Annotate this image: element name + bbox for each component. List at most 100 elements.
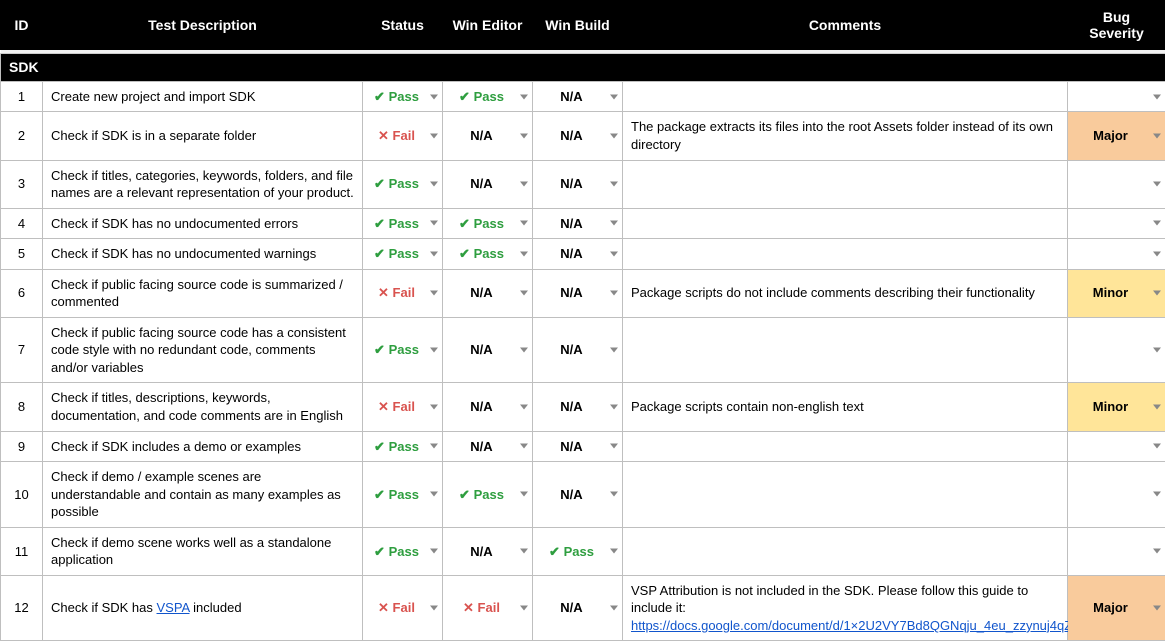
chevron-down-icon[interactable] [520,221,528,226]
chevron-down-icon[interactable] [430,251,438,256]
chevron-down-icon[interactable] [430,182,438,187]
severity-cell[interactable] [1068,462,1165,528]
status-cell[interactable]: ✕ Fail [363,269,443,317]
chevron-down-icon[interactable] [610,133,618,138]
chevron-down-icon[interactable] [610,94,618,99]
status-cell[interactable]: ✔ Pass [363,208,443,239]
chevron-down-icon[interactable] [1153,94,1161,99]
severity-cell[interactable]: Minor [1068,383,1165,431]
chevron-down-icon[interactable] [610,348,618,353]
severity-cell[interactable] [1068,81,1165,112]
severity-cell[interactable] [1068,160,1165,208]
severity-cell[interactable] [1068,317,1165,383]
chevron-down-icon[interactable] [520,405,528,410]
chevron-down-icon[interactable] [610,444,618,449]
win-editor-cell[interactable]: N/A [443,383,533,431]
win-build-cell[interactable]: N/A [533,239,623,270]
win-build-cell[interactable]: N/A [533,317,623,383]
status-cell[interactable]: ✔ Pass [363,81,443,112]
severity-cell[interactable] [1068,527,1165,575]
win-build-cell[interactable]: N/A [533,269,623,317]
win-build-cell[interactable]: N/A [533,160,623,208]
chevron-down-icon[interactable] [610,492,618,497]
chevron-down-icon[interactable] [430,444,438,449]
win-build-cell[interactable]: N/A [533,575,623,641]
win-editor-cell[interactable]: ✔ Pass [443,208,533,239]
chevron-down-icon[interactable] [1153,291,1161,296]
chevron-down-icon[interactable] [520,606,528,611]
chevron-down-icon[interactable] [610,221,618,226]
chevron-down-icon[interactable] [610,291,618,296]
chevron-down-icon[interactable] [1153,348,1161,353]
win-build-cell[interactable]: N/A [533,383,623,431]
chevron-down-icon[interactable] [430,94,438,99]
win-editor-cell[interactable]: N/A [443,269,533,317]
win-editor-cell[interactable]: N/A [443,112,533,160]
chevron-down-icon[interactable] [520,182,528,187]
chevron-down-icon[interactable] [430,348,438,353]
chevron-down-icon[interactable] [1153,492,1161,497]
status-cell[interactable]: ✕ Fail [363,112,443,160]
chevron-down-icon[interactable] [430,291,438,296]
severity-cell[interactable]: Major [1068,112,1165,160]
chevron-down-icon[interactable] [1153,221,1161,226]
chevron-down-icon[interactable] [520,251,528,256]
chevron-down-icon[interactable] [610,251,618,256]
win-build-cell[interactable]: N/A [533,81,623,112]
win-editor-cell[interactable]: ✔ Pass [443,81,533,112]
chevron-down-icon[interactable] [610,549,618,554]
chevron-down-icon[interactable] [520,492,528,497]
chevron-down-icon[interactable] [1153,251,1161,256]
chevron-down-icon[interactable] [520,444,528,449]
win-editor-cell[interactable]: ✕ Fail [443,575,533,641]
status-cell[interactable]: ✕ Fail [363,575,443,641]
chevron-down-icon[interactable] [1153,405,1161,410]
comments-cell [623,208,1068,239]
status-cell[interactable]: ✕ Fail [363,383,443,431]
win-build-cell[interactable]: N/A [533,462,623,528]
severity-cell[interactable]: Minor [1068,269,1165,317]
description-cell: Check if SDK has no undocumented warning… [43,239,363,270]
chevron-down-icon[interactable] [1153,549,1161,554]
status-cell[interactable]: ✔ Pass [363,160,443,208]
win-editor-cell[interactable]: N/A [443,431,533,462]
win-build-cell[interactable]: N/A [533,112,623,160]
status-cell[interactable]: ✔ Pass [363,317,443,383]
severity-cell[interactable] [1068,431,1165,462]
chevron-down-icon[interactable] [610,606,618,611]
win-editor-cell[interactable]: ✔ Pass [443,462,533,528]
desc-link[interactable]: VSPA [157,600,190,615]
chevron-down-icon[interactable] [520,133,528,138]
chevron-down-icon[interactable] [430,606,438,611]
win-build-cell[interactable]: N/A [533,208,623,239]
severity-cell[interactable] [1068,208,1165,239]
win-editor-cell[interactable]: N/A [443,317,533,383]
chevron-down-icon[interactable] [430,492,438,497]
status-cell[interactable]: ✔ Pass [363,527,443,575]
severity-cell[interactable] [1068,239,1165,270]
win-build-cell[interactable]: ✔ Pass [533,527,623,575]
chevron-down-icon[interactable] [520,291,528,296]
chevron-down-icon[interactable] [1153,182,1161,187]
win-editor-cell[interactable]: N/A [443,160,533,208]
chevron-down-icon[interactable] [430,221,438,226]
chevron-down-icon[interactable] [430,549,438,554]
chevron-down-icon[interactable] [520,348,528,353]
win-editor-cell[interactable]: N/A [443,527,533,575]
chevron-down-icon[interactable] [1153,606,1161,611]
chevron-down-icon[interactable] [1153,133,1161,138]
chevron-down-icon[interactable] [610,182,618,187]
status-cell[interactable]: ✔ Pass [363,462,443,528]
severity-cell[interactable]: Major [1068,575,1165,641]
chevron-down-icon[interactable] [520,94,528,99]
chevron-down-icon[interactable] [1153,444,1161,449]
chevron-down-icon[interactable] [520,549,528,554]
win-editor-cell[interactable]: ✔ Pass [443,239,533,270]
comments-cell [623,431,1068,462]
win-build-cell[interactable]: N/A [533,431,623,462]
chevron-down-icon[interactable] [430,405,438,410]
status-cell[interactable]: ✔ Pass [363,431,443,462]
chevron-down-icon[interactable] [610,405,618,410]
chevron-down-icon[interactable] [430,133,438,138]
status-cell[interactable]: ✔ Pass [363,239,443,270]
